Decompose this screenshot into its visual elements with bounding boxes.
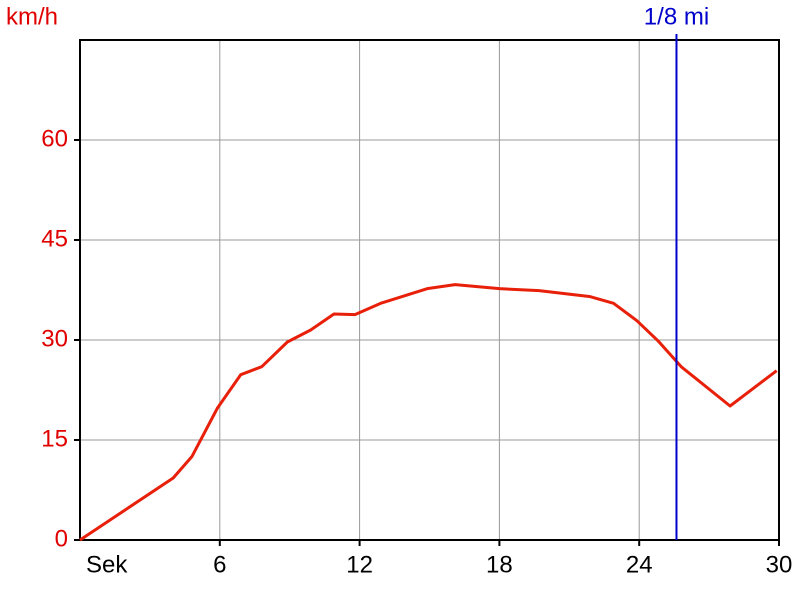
y-tick-label: 15 [41,425,68,452]
y-axis-label: km/h [6,3,58,30]
data-line [79,283,778,542]
x-tick-label: 24 [626,551,653,578]
x-tick-label: 30 [766,551,793,578]
x-tick-label: 6 [213,551,226,578]
y-tick-label: 30 [41,325,68,352]
marker-label: 1/8 mi [644,3,709,30]
x-tick-label: 12 [346,551,373,578]
x-tick-label: 18 [486,551,513,578]
x-axis-label: Sek [86,551,128,578]
plot-frame [79,39,780,541]
y-tick-label: 45 [41,225,68,252]
y-tick-label: 0 [55,525,68,552]
y-tick-label: 60 [41,125,68,152]
